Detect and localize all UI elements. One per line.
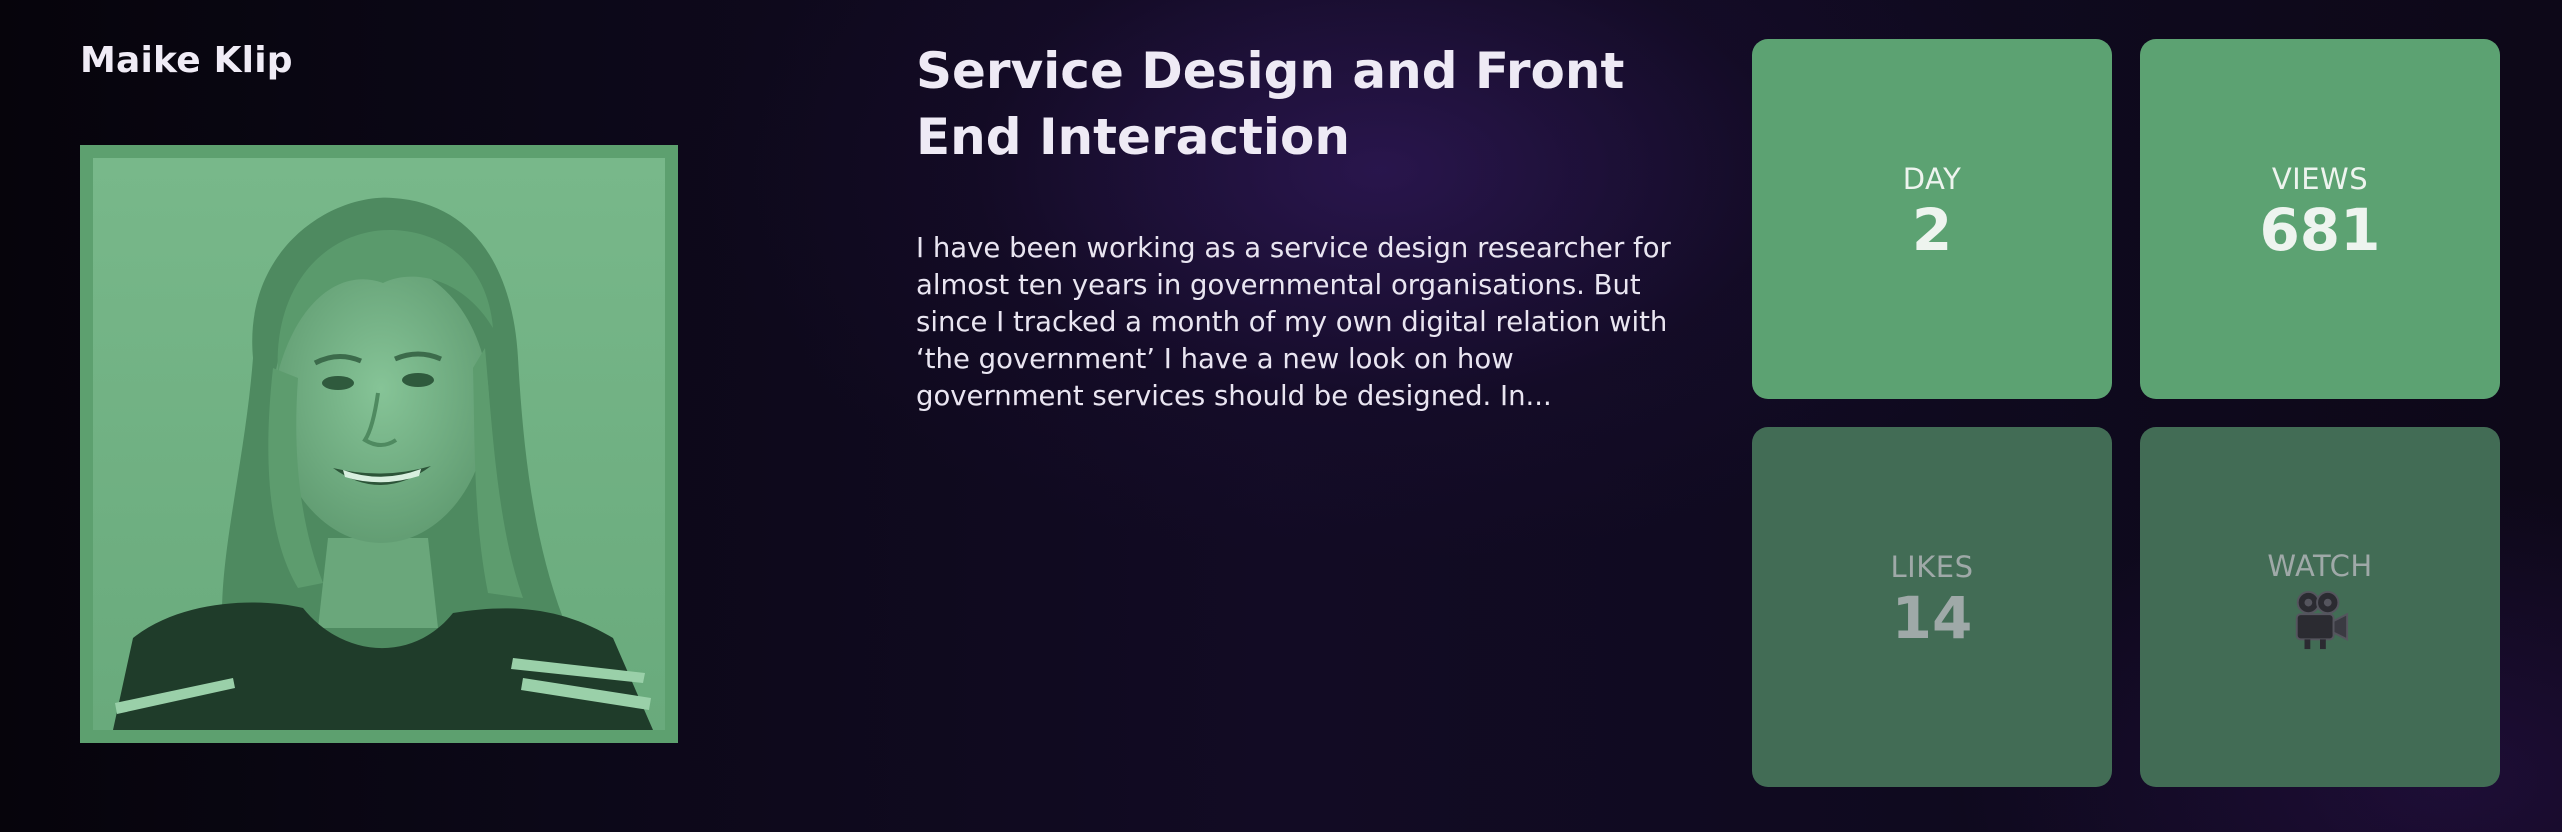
likes-value: 14 <box>1891 584 1973 652</box>
views-stat-tile: VIEWS 681 <box>2140 39 2500 399</box>
watch-label: WATCH <box>2267 549 2373 583</box>
movie-camera-icon <box>2289 589 2351 651</box>
day-label: DAY <box>1902 162 1962 196</box>
day-stat-tile: DAY 2 <box>1752 39 2112 399</box>
likes-tile[interactable]: LIKES 14 <box>1752 427 2112 787</box>
talk-description: I have been working as a service design … <box>916 232 1671 412</box>
likes-label: LIKES <box>1890 550 1974 584</box>
speaker-name: Maike Klip <box>80 40 293 81</box>
watch-tile[interactable]: WATCH <box>2140 427 2500 787</box>
talk-title: Service Design and Front End Interaction <box>916 42 1625 166</box>
views-label: VIEWS <box>2271 162 2369 196</box>
day-value: 2 <box>1911 196 1953 264</box>
speaker-photo <box>80 145 678 743</box>
views-value: 681 <box>2259 196 2381 264</box>
